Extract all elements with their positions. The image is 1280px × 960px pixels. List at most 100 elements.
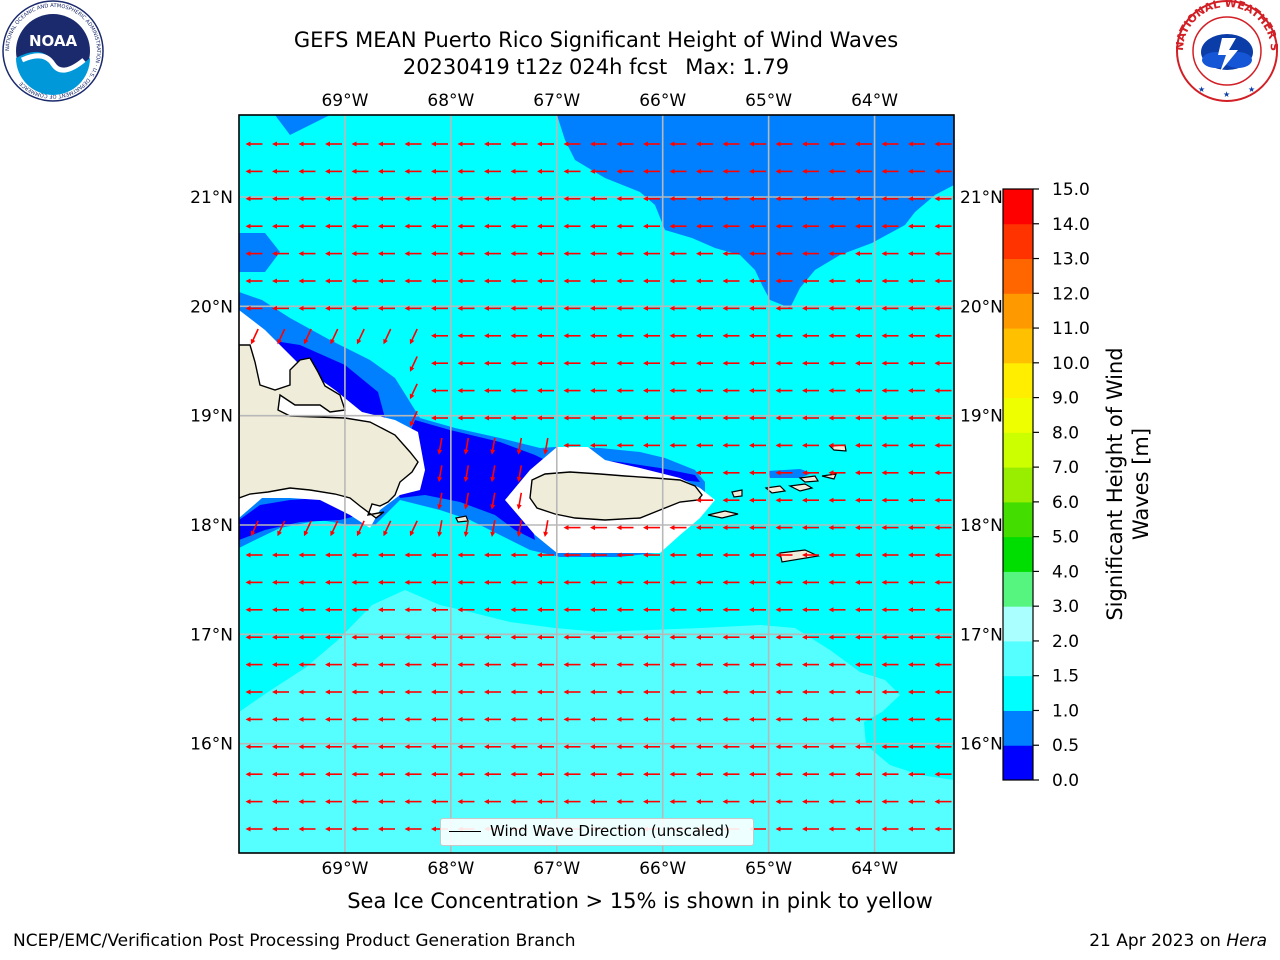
wave-direction-arrow [245,196,263,202]
wave-direction-arrow [590,689,607,695]
colorbar-segment [1003,640,1033,677]
colorbar-tick-label: 0.5 [1052,736,1079,756]
wave-direction-arrow [696,141,713,147]
wave-direction-arrow [696,525,713,531]
colorbar-tick-label: 8.0 [1052,423,1079,443]
wave-direction-arrow [484,689,501,695]
colorbar-tick-label: 4.0 [1052,562,1079,582]
wave-direction-arrow [908,278,925,284]
wave-direction-arrow [404,716,422,722]
wave-direction-arrow [908,470,925,476]
wave-direction-arrow [378,141,395,147]
wave-direction-arrow [881,525,899,531]
lon-tick-label-bottom: 68°W [427,859,474,879]
wave-direction-arrow [828,470,846,476]
wave-direction-arrow [828,662,846,668]
lon-tick-label-top: 67°W [533,91,580,111]
wave-direction-arrow [855,607,872,613]
wave-direction-arrow [510,634,528,640]
colorbar-segment [1003,223,1033,260]
wave-direction-arrow [431,415,448,421]
wave-direction-arrow [590,744,607,750]
wave-direction-arrow [669,634,687,640]
wave-direction-arrow [457,744,475,750]
wave-direction-arrow [351,716,369,722]
wave-direction-arrow [616,223,634,229]
wave-direction-arrow [934,744,952,750]
wave-direction-arrow [537,196,554,202]
wave-direction-arrow [908,360,925,366]
wave-direction-arrow [245,634,263,640]
wave-direction-arrow [510,141,528,147]
map-tick-labels: 69°W 69°W 68°W 68°W 67°W 67°W 66°W 66°W 65°W 65°W… [190,91,1003,879]
wave-direction-arrow [431,552,448,558]
wave-direction-arrow [616,168,634,174]
wave-direction-arrow [272,607,289,613]
colorbar-tick-label: 7.0 [1052,458,1079,478]
svg-text:★: ★ [1198,85,1205,94]
wave-direction-arrow [881,333,899,339]
wave-direction-arrow [437,437,443,455]
wave-direction-arrow [245,799,263,805]
wave-direction-arrow [351,826,369,832]
colorbar-segment [1003,675,1033,711]
wave-direction-arrow [881,305,899,311]
wave-direction-arrow [590,278,607,284]
wave-direction-arrow [245,141,263,147]
wave-direction-arrow [484,360,501,366]
wave-direction-arrow [484,168,501,174]
wave-direction-arrow [934,305,952,311]
wave-direction-arrow [855,744,872,750]
wave-direction-arrow [696,278,713,284]
footer-date-text: 21 Apr 2023 on [1089,931,1221,951]
wave-direction-arrow [484,388,501,394]
wave-direction-arrow [510,607,528,613]
wave-direction-arrow [404,305,422,311]
wave-direction-arrow [775,525,793,531]
wave-direction-arrow [775,278,793,284]
wave-direction-arrow [563,251,581,257]
wave-direction-arrow [484,716,501,722]
wave-direction-arrow [490,520,496,537]
wave-direction-arrow [537,360,554,366]
wave-direction-arrow [325,826,342,832]
wave-direction-arrow [643,168,660,174]
wave-direction-arrow [590,415,607,421]
wave-direction-arrow [351,196,369,202]
wave-direction-arrow [457,607,475,613]
wave-direction-arrow [802,196,819,202]
wave-direction-arrow [775,415,793,421]
wave-direction-arrow [616,333,634,339]
wave-direction-arrow [722,689,740,695]
wave-direction-arrow [404,662,422,668]
wave-direction-arrow [749,360,766,366]
wave-direction-vectors [245,141,952,832]
wave-direction-arrow [484,634,501,640]
wave-direction-arrow [351,634,369,640]
wave-direction-arrow [881,360,899,366]
colorbar-segment [1003,328,1033,364]
wave-direction-arrow [537,333,554,339]
colorbar-label-line1: Significant Height of Wind [1103,347,1127,621]
lon-tick-label-bottom: 67°W [533,859,580,879]
wave-direction-arrow [325,716,342,722]
wave-direction-arrow [537,278,554,284]
wave-direction-arrow [378,771,395,777]
wave-direction-arrow [404,689,422,695]
wave-direction-arrow [855,305,872,311]
wave-direction-arrow [510,662,528,668]
wave-direction-arrow [484,607,501,613]
wave-direction-arrow [457,305,475,311]
wave-direction-arrow [802,360,819,366]
wave-direction-arrow [669,333,687,339]
wave-direction-arrow [298,579,316,585]
wave-direction-arrow [510,552,528,558]
wave-direction-arrow [934,360,952,366]
wave-direction-arrow [775,168,793,174]
wave-direction-arrow [484,305,501,311]
wave-direction-arrow [484,799,501,805]
wave-direction-arrow [272,634,289,640]
wave-direction-arrow [775,305,793,311]
wave-direction-arrow [616,771,634,777]
